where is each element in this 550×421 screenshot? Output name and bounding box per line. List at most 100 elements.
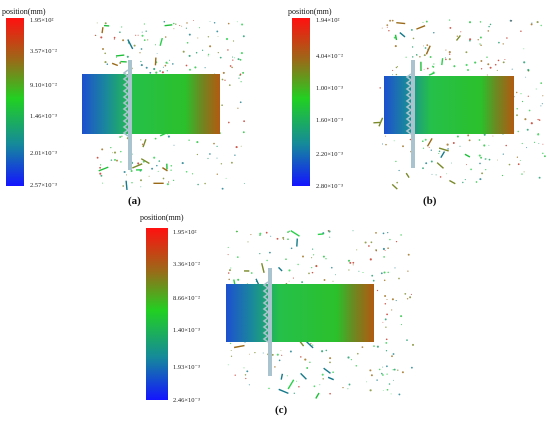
particle <box>141 34 144 37</box>
particle <box>141 143 144 145</box>
particle <box>526 147 528 149</box>
particle <box>197 37 199 39</box>
particle <box>219 56 222 59</box>
particle <box>395 160 397 163</box>
particle <box>227 272 230 274</box>
particle <box>389 19 392 22</box>
tick-a-2: 9.10×10⁻² <box>30 82 57 89</box>
particle <box>328 230 331 233</box>
particle <box>204 67 206 69</box>
particle <box>486 74 488 76</box>
particle <box>470 168 472 171</box>
particle <box>173 144 175 146</box>
particle <box>332 280 334 282</box>
particle <box>411 56 414 58</box>
particle <box>375 249 377 251</box>
particle <box>469 39 471 42</box>
particle <box>234 374 236 376</box>
particle <box>281 354 283 356</box>
particle <box>361 346 364 348</box>
particle <box>242 71 245 74</box>
particle <box>449 53 451 55</box>
particle <box>383 279 386 282</box>
particle <box>240 81 242 83</box>
particle <box>382 366 384 368</box>
particle <box>131 182 133 184</box>
particle <box>153 156 156 159</box>
particle <box>400 234 402 236</box>
chip-fragment <box>127 39 134 50</box>
chip-fragment <box>440 151 446 159</box>
particle <box>153 67 156 71</box>
particle <box>325 258 327 260</box>
particle <box>287 231 289 234</box>
particle <box>321 350 324 353</box>
particle <box>123 170 126 174</box>
particle <box>298 386 300 388</box>
particle <box>209 21 211 22</box>
particle <box>229 342 232 345</box>
particle <box>225 177 227 179</box>
particle <box>240 52 243 55</box>
chip-fragment <box>449 179 456 185</box>
particle <box>106 63 109 65</box>
color-scale-c <box>146 228 168 400</box>
particle <box>395 73 398 76</box>
particle <box>325 349 328 352</box>
particle <box>235 146 238 149</box>
particle <box>435 174 437 176</box>
particle <box>508 163 511 166</box>
particle <box>230 350 232 351</box>
particle <box>217 36 219 37</box>
particle <box>227 246 229 248</box>
particle <box>535 88 537 90</box>
particle <box>186 41 189 44</box>
particle <box>348 383 351 386</box>
particle <box>196 153 199 156</box>
particle <box>382 390 384 392</box>
particle <box>319 384 321 386</box>
particle <box>140 48 143 50</box>
particle <box>371 274 374 277</box>
chip-fragment <box>140 158 150 165</box>
particle <box>102 182 104 184</box>
particle <box>488 144 490 146</box>
particle <box>392 369 394 371</box>
tick-b-4: 2.20×10⁻³ <box>316 151 343 158</box>
particle <box>395 66 398 69</box>
particle <box>280 349 282 351</box>
particle <box>385 338 388 341</box>
particle <box>480 44 482 47</box>
particle <box>139 52 141 54</box>
particle <box>265 231 268 234</box>
particle <box>120 161 122 163</box>
particle <box>166 70 168 72</box>
particle <box>541 103 543 105</box>
tick-a-1: 3.57×10⁻² <box>30 48 57 55</box>
particle <box>216 30 219 33</box>
particle <box>278 359 281 362</box>
particle <box>397 369 399 371</box>
particle <box>393 368 396 371</box>
particle <box>113 158 117 161</box>
particle <box>169 59 171 61</box>
particle <box>453 65 456 68</box>
particle <box>99 172 102 175</box>
panel-label-c: (c) <box>275 404 288 416</box>
tick-a-4: 2.01×10⁻³ <box>30 150 57 157</box>
particle <box>445 173 447 175</box>
chip-fragment <box>300 372 307 380</box>
tick-c-3: 1.40×10⁻³ <box>173 327 200 334</box>
particle <box>188 54 191 57</box>
particle <box>122 185 125 187</box>
particle <box>385 326 387 328</box>
cutting-tool-b <box>411 60 415 168</box>
particle <box>151 167 154 170</box>
particle <box>171 63 174 65</box>
tick-c-2: 8.66×10⁻² <box>173 295 200 302</box>
particle <box>386 313 389 316</box>
particle <box>381 27 383 29</box>
tick-b-0: 1.94×10² <box>316 17 340 24</box>
tick-b-2: 1.00×10⁻³ <box>316 85 343 92</box>
chip-fragment <box>233 344 245 349</box>
